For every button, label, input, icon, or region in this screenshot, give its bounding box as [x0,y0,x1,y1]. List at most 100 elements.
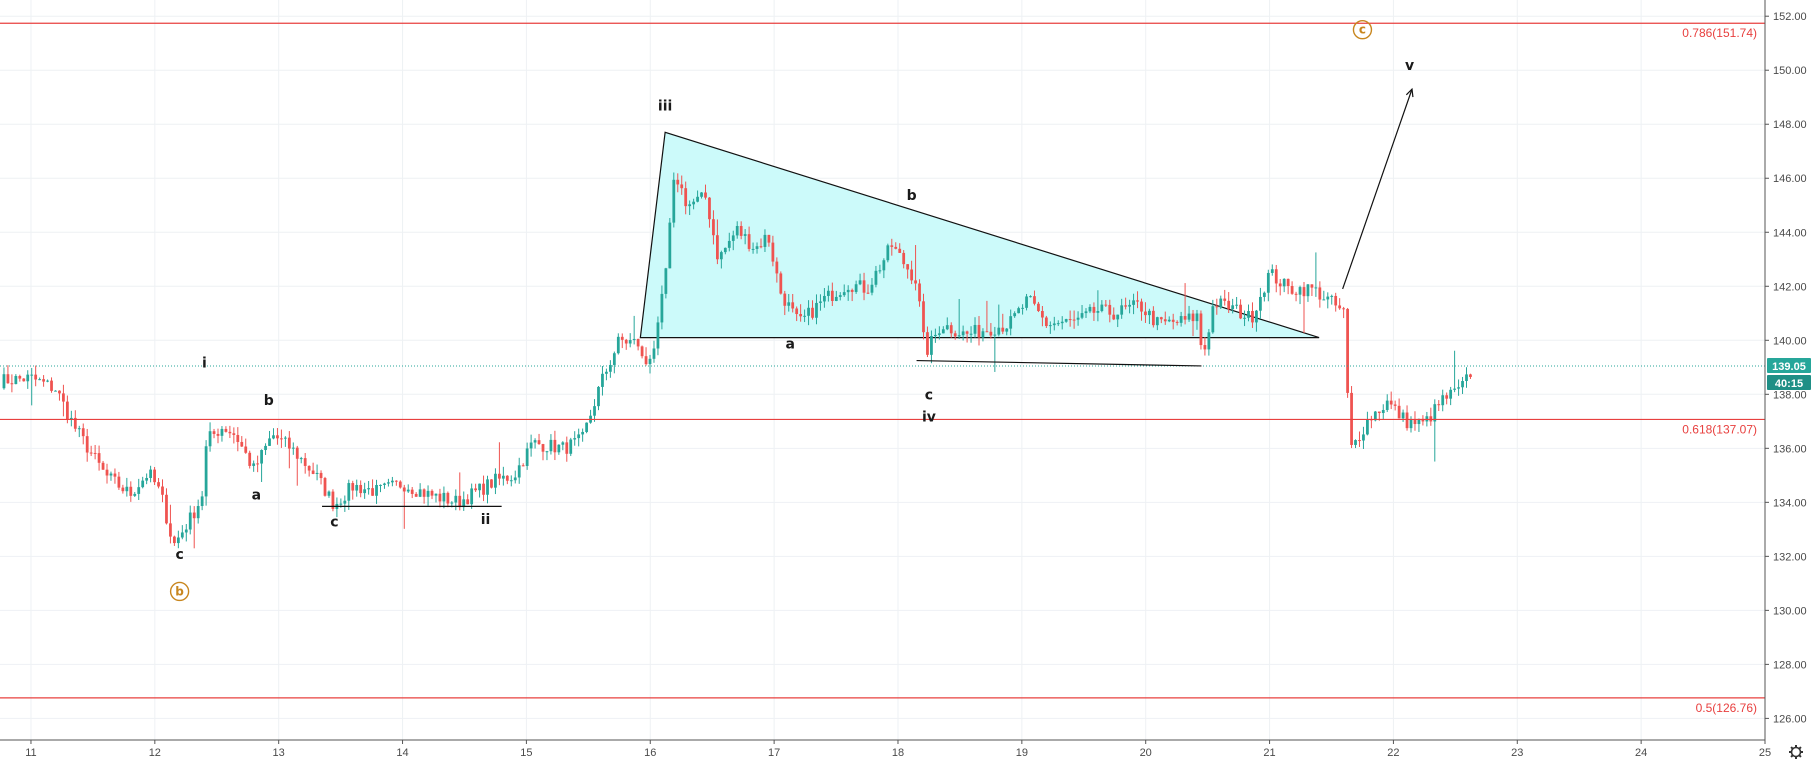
y-tick-label: 130.00 [1773,605,1807,617]
candle [549,434,553,455]
candle-body [807,307,810,316]
candle [767,234,771,247]
candle-body [1076,317,1080,320]
candle-body [161,486,164,495]
candle [188,505,192,535]
candle [1001,313,1005,335]
fib-label: 0.5(126.76) [1696,701,1757,715]
candle [708,197,711,228]
candle [422,488,426,504]
candle-body [192,512,196,519]
candle [565,436,569,462]
candle-body [228,431,232,434]
candle-body [918,283,921,302]
candle-body [1187,313,1191,320]
candle-body [1088,306,1092,312]
fib-label: 0.786(151.74) [1682,26,1757,40]
y-tick-label: 152.00 [1773,11,1807,23]
x-tick-label: 24 [1635,747,1647,759]
candle [303,452,307,474]
candle-body [902,252,906,265]
candle-body [1461,381,1464,388]
candle [993,326,997,372]
y-axis: 126.00 128.00 130.00 132.00 134.00 136.00 138.… [1764,0,1811,740]
candle-body [941,329,945,334]
wave-label: a [252,488,261,504]
candle-body [771,242,775,262]
candle [719,250,723,269]
candle-body [311,470,315,474]
candle-body [398,481,402,488]
candle [696,190,699,203]
candle [1322,290,1326,301]
candle [454,489,458,511]
candle-body [1056,323,1060,325]
circled-label-ring [169,581,190,602]
candle [660,285,664,330]
candle [672,172,676,228]
candle [1461,376,1464,394]
candle-body [815,302,818,318]
candle [89,445,93,457]
candle-body [1132,300,1135,305]
candle-body [553,439,557,453]
candle [1120,298,1124,319]
candle [65,395,69,424]
candle-body [1318,287,1322,300]
candle [1104,299,1108,307]
candle [482,475,485,502]
candle [541,443,545,461]
candle-body [1072,319,1076,321]
candle-body [303,458,307,466]
candle [1021,304,1024,315]
countdown-badge [1767,374,1811,390]
candle [727,232,731,252]
candle-body [426,490,430,497]
candle [918,279,921,307]
candle-body [1306,284,1310,297]
candle [553,430,557,461]
candle [521,463,525,467]
candle-body [307,465,311,471]
candle [842,284,846,297]
candle [200,491,204,511]
candle [529,434,533,457]
candle-body [565,442,569,454]
gear-icon[interactable] [1789,745,1803,759]
candle [1409,416,1413,433]
candle-body [878,270,882,272]
candle-body [280,438,283,440]
candle-body [121,487,125,492]
candle-body [529,442,533,449]
y-tick-label: 132.00 [1773,551,1807,563]
wave-label: i [202,355,207,371]
candle [795,306,799,322]
candle [509,475,513,487]
candle-body [597,386,600,407]
candle-body [1060,321,1064,324]
candle [759,238,763,249]
candle-body [1005,328,1009,332]
candle-body [2,374,6,389]
candle [1302,282,1306,334]
candle [34,365,38,387]
triangle-pattern [639,131,1320,339]
candle [605,368,608,381]
candle [1013,311,1017,318]
candle [501,466,505,486]
candle-body [200,496,204,507]
candle [771,235,775,267]
candle-body [616,336,620,354]
x-tick-label: 15 [520,747,532,759]
candle-body [1259,296,1262,311]
wave-label: v [1405,58,1414,74]
candle [1369,415,1373,429]
candle-body [81,428,85,437]
candle-body [731,235,735,241]
candle [307,465,311,477]
candle-body [50,380,53,391]
candle-body [1397,405,1401,419]
candle [1433,399,1437,462]
candle [922,293,925,340]
